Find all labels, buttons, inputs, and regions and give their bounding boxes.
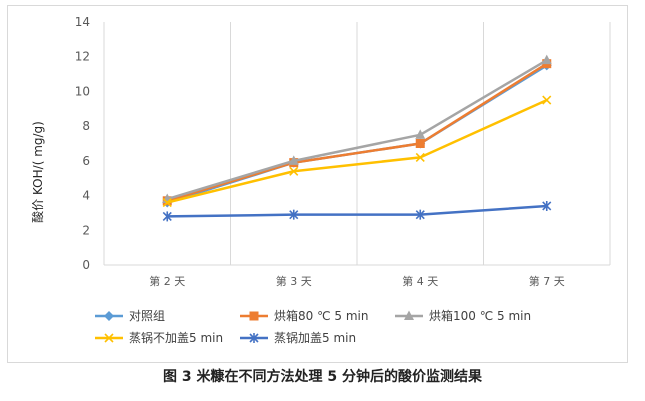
marker-triangle <box>541 54 552 65</box>
legend-item-1: 对照组 <box>95 309 165 323</box>
x-tick-label: 第 4 天 <box>402 274 438 288</box>
x-tick-label: 第 3 天 <box>276 274 312 288</box>
axes: 0 2 4 6 8 10 12 14 第 2 天 第 3 天 第 4 天 第 7 天 <box>75 15 610 288</box>
data-point <box>289 209 299 220</box>
grid <box>103 22 611 265</box>
y-tick-label: 12 <box>75 50 90 64</box>
legend-item-2: 烘箱80 ℃ 5 min <box>240 308 368 323</box>
marker-x-stroke <box>104 333 114 343</box>
y-axis-title: 酸价 KOH/( mg/g) <box>30 121 45 223</box>
legend-marker <box>104 333 114 343</box>
legend-label: 蒸锅加盖5 min <box>274 330 356 345</box>
data-point <box>415 209 425 220</box>
marker-x-stroke <box>542 95 552 105</box>
figure-caption: 图 3 米糠在不同方法处理 5 分钟后的酸价监测结果 <box>163 369 482 385</box>
y-tick-label: 8 <box>82 119 90 133</box>
data-point <box>415 152 425 162</box>
legend-marker <box>249 333 259 343</box>
legend-marker <box>249 311 259 321</box>
legend-item-4: 蒸锅不加盖5 min <box>95 330 223 345</box>
data-point <box>415 129 426 139</box>
legend-label: 烘箱100 ℃ 5 min <box>429 308 531 323</box>
data-point <box>289 166 299 176</box>
legend: 对照组 烘箱80 ℃ 5 min 烘箱100 ℃ 5 min 蒸锅不加盖5 min 蒸锅… <box>95 308 531 345</box>
data-point <box>162 211 172 222</box>
legend-marker <box>404 310 414 320</box>
legend-marker <box>104 311 114 321</box>
legend-item-3: 烘箱100 ℃ 5 min <box>395 308 531 323</box>
x-tick-label: 第 2 天 <box>149 274 185 288</box>
y-tick-label: 6 <box>82 154 90 168</box>
series <box>162 54 552 222</box>
x-tick-label: 第 7 天 <box>529 274 565 288</box>
series-line <box>166 98 548 204</box>
series-4 <box>162 95 552 208</box>
data-point <box>288 155 299 165</box>
marker-x-stroke <box>415 152 425 162</box>
series-line <box>167 204 547 218</box>
chart-frame <box>7 5 628 363</box>
data-point <box>415 139 425 148</box>
legend-label: 对照组 <box>129 309 165 323</box>
y-tick-label: 4 <box>82 189 90 203</box>
legend-label: 烘箱80 ℃ 5 min <box>274 308 368 323</box>
y-tick-label: 2 <box>82 223 90 237</box>
data-point <box>541 54 552 65</box>
marker-triangle <box>415 129 426 139</box>
y-tick-label: 10 <box>75 84 90 98</box>
series-line <box>166 62 548 202</box>
series-line <box>166 59 548 201</box>
y-tick-label: 0 <box>82 258 90 272</box>
marker-x-stroke <box>162 197 172 208</box>
legend-label: 蒸锅不加盖5 min <box>129 330 223 345</box>
marker-x-stroke <box>289 166 299 176</box>
series-5 <box>162 200 552 222</box>
y-tick-label: 14 <box>75 15 90 29</box>
data-point <box>542 200 552 211</box>
marker-triangle <box>404 310 414 320</box>
data-point <box>162 197 172 208</box>
data-point <box>542 95 552 105</box>
marker-square <box>415 139 425 148</box>
marker-square <box>249 311 259 321</box>
marker-diamond <box>104 311 114 321</box>
legend-item-5: 蒸锅加盖5 min <box>240 330 356 345</box>
marker-triangle <box>288 155 299 165</box>
